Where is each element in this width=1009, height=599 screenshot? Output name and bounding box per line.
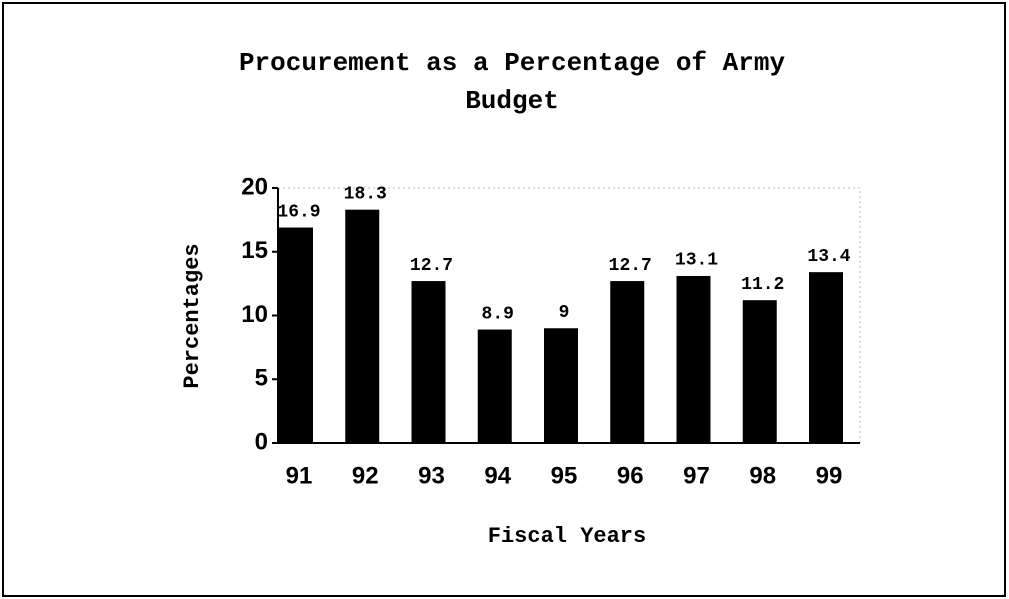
- chart-title: Procurement as a Percentage of Army Budg…: [238, 48, 786, 116]
- data-label: 16.9: [277, 202, 320, 222]
- bar: [610, 281, 645, 443]
- y-axis-title: Percentages: [180, 243, 205, 388]
- data-label: 12.7: [410, 256, 453, 276]
- x-tick-label: 92: [352, 462, 379, 489]
- bar: [544, 328, 578, 443]
- data-label: 12.7: [609, 256, 652, 276]
- y-tick-label: 15: [241, 237, 268, 264]
- x-tick-label: 91: [286, 462, 313, 489]
- bar: [676, 275, 711, 443]
- data-label: 18.3: [344, 184, 387, 204]
- data-label: 13.4: [807, 247, 850, 267]
- bar: [809, 272, 843, 443]
- x-tick-label: 97: [683, 462, 710, 489]
- data-label: 8.9: [482, 304, 514, 324]
- data-label: 13.1: [675, 251, 718, 271]
- y-tick-label: 5: [255, 365, 268, 392]
- bar: [742, 300, 777, 443]
- bar: [345, 209, 380, 443]
- y-tick-label: 10: [241, 301, 268, 328]
- x-tick-label: 93: [418, 462, 445, 489]
- x-tick-label: 95: [551, 462, 578, 489]
- x-axis-title: Fiscal Years: [488, 524, 646, 549]
- bar: [477, 329, 512, 443]
- x-tick-label: 96: [617, 462, 644, 489]
- bar: [279, 227, 313, 443]
- y-tick-label: 0: [255, 428, 268, 455]
- x-tick-label: 94: [484, 462, 511, 489]
- bar: [411, 281, 446, 443]
- y-tick-label: 20: [241, 173, 268, 200]
- data-label: 9: [559, 303, 570, 323]
- data-label: 11.2: [741, 275, 784, 295]
- x-tick-label: 99: [816, 462, 843, 489]
- x-tick-label: 98: [749, 462, 776, 489]
